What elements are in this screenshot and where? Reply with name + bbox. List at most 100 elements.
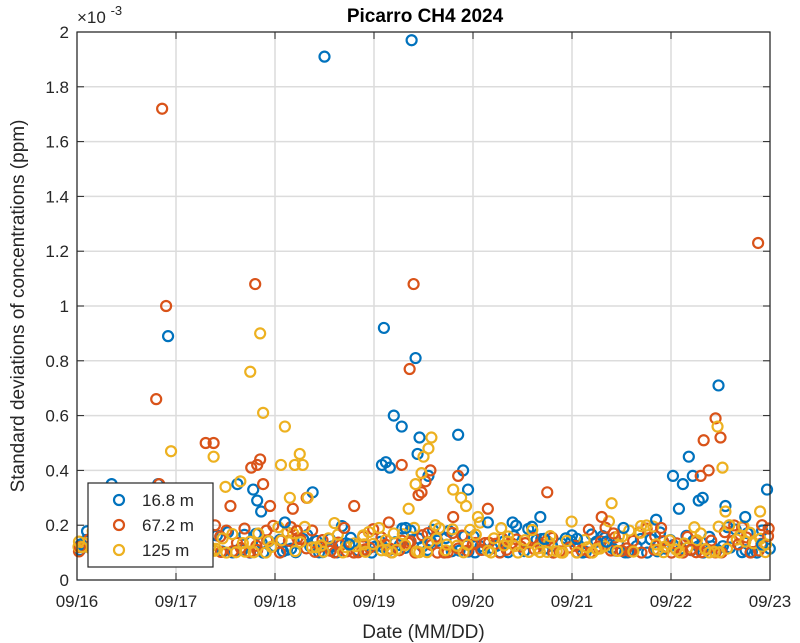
data-point-series-2 [761,530,775,543]
data-point-series-3 [234,475,247,488]
baseline-marker-series-3 [556,546,569,559]
baseline-marker-series-3 [651,543,664,556]
data-point-series-1 [452,428,465,441]
data-point-series-1 [600,535,613,548]
data-point-series-1 [231,478,244,491]
baseline-marker-series-3 [446,523,459,536]
x-tick-label: 09/16 [56,592,99,611]
data-point-series-2 [732,538,745,551]
data-point-series-1 [411,447,424,461]
data-point-series-1 [672,502,686,515]
data-point-series-3 [402,502,415,515]
data-point-series-3 [274,458,288,472]
data-point-series-1 [387,409,400,422]
data-point-series-3 [257,406,270,419]
data-point-series-2 [199,436,212,450]
baseline-marker-series-3 [634,519,648,533]
data-point-series-1 [534,510,547,524]
baseline-marker-series-2 [582,523,595,536]
data-point-series-1 [405,34,418,47]
data-point-series-1 [461,483,475,496]
y-axis-exponent: ×10 -3 [77,3,122,27]
baseline-marker-series-3 [640,519,653,532]
baseline-marker-series-3 [720,542,734,555]
data-point-series-3 [296,458,309,472]
data-point-series-1 [686,469,699,482]
data-point-series-3 [650,538,663,551]
y-tick-label: 0.4 [45,461,69,480]
data-point-series-1 [682,450,695,463]
x-tick-label: 09/21 [551,592,594,611]
y-tick-label: 0 [60,571,69,590]
data-point-series-3 [207,450,220,463]
baseline-marker-series-3 [407,521,421,534]
baseline-marker-series-3 [565,515,578,528]
data-point-series-3 [409,478,422,491]
y-axis-label-group: Standard deviations of concentrations (p… [8,120,29,493]
data-point-series-3 [447,483,460,496]
baseline-marker-series-3 [657,546,670,559]
data-point-series-3 [459,499,473,513]
data-point-series-1 [255,505,268,518]
data-point-series-1 [343,538,356,551]
baseline-marker-series-3 [578,533,591,547]
data-point-series-1 [161,330,175,343]
baseline-marker-series-3 [362,525,375,539]
data-point-series-2 [160,299,173,313]
data-point-series-3 [716,461,729,474]
y-axis-label: Standard deviations of concentrations (p… [8,120,29,493]
data-point-series-1 [676,478,689,491]
baseline-marker-series-3 [399,538,412,552]
baseline-marker-series-1 [467,530,480,543]
data-point-series-2 [541,486,554,499]
data-point-series-3 [244,365,257,378]
baseline-marker-series-3 [349,540,362,553]
data-point-series-2 [684,543,697,556]
data-point-series-3 [293,447,306,461]
data-point-series-2 [702,464,715,477]
data-point-series-2 [224,499,237,513]
data-point-series-3 [711,420,724,433]
legend-label: 16.8 m [142,491,194,510]
data-point-series-3 [471,510,485,524]
data-point-series-3 [358,538,371,551]
y-tick-label: 1.4 [45,187,69,206]
data-point-series-3 [283,491,296,504]
baseline-marker-series-3 [670,543,683,556]
baseline-marker-series-3 [647,520,660,533]
baseline-marker-series-3 [708,545,721,558]
data-point-series-3 [759,538,773,551]
data-point-series-2 [290,524,303,537]
baseline-marker-series-3 [634,526,647,539]
y-tick-label: 0.2 [45,516,69,535]
data-point-series-3 [429,519,442,532]
baseline-marker-series-3 [688,521,701,534]
baseline-marker-series-3 [247,546,260,559]
data-point-series-1 [395,420,408,433]
data-point-series-2 [595,510,608,524]
data-point-series-1 [755,538,769,551]
data-point-series-1 [278,516,291,529]
baseline-marker-series-2 [416,529,429,542]
data-point-series-2 [481,502,494,515]
x-axis-label: Date (MM/DD) [362,622,484,643]
baseline-marker-series-3 [216,532,229,545]
data-point-series-2 [452,469,465,482]
baseline-marker-series-3 [315,539,328,552]
data-point-series-2 [286,502,299,515]
data-point-series-3 [605,497,618,510]
legend-box [87,482,214,568]
data-point-series-3 [278,420,291,433]
baseline-marker-series-2 [599,521,612,534]
y-tick-label: 0.6 [45,407,69,426]
data-point-series-2 [395,458,408,472]
y-tick-label: 1.6 [45,133,69,152]
baseline-marker-series-3 [526,523,539,537]
data-point-series-3 [387,527,400,540]
data-point-series-1 [696,491,709,504]
baseline-marker-series-2 [456,529,469,542]
x-tick-label: 09/19 [353,592,396,611]
data-point-series-1 [712,379,725,392]
axis-ticks: 09/16 09/17 09/18 09/19 09/20 09/21 09/22 09/23… [45,23,791,611]
baseline-marker-series-3 [570,546,583,559]
